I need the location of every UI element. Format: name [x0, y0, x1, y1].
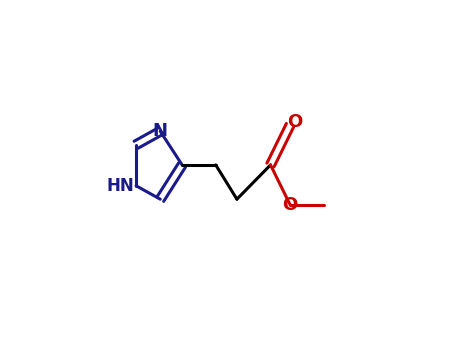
Text: O: O: [288, 113, 303, 131]
Text: HN: HN: [106, 177, 134, 195]
Text: N: N: [153, 122, 168, 140]
Text: O: O: [283, 196, 298, 213]
